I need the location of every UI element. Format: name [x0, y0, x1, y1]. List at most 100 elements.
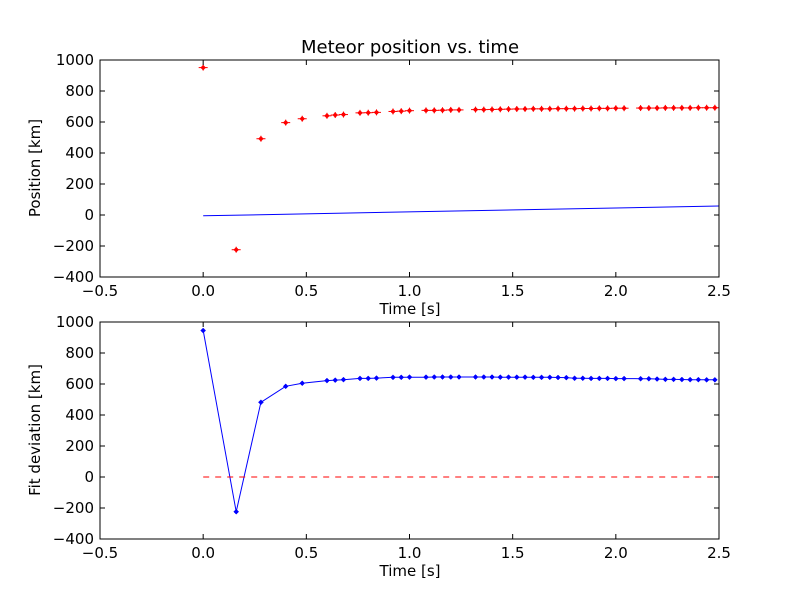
deviation-series-0-point [258, 399, 264, 406]
position-series-0-point [200, 64, 207, 71]
deviation-plot: −0.5 0.0 0.5 1.0 1.5 2.0 2.5 −400 −200 0 200 400 600… [26, 313, 731, 580]
position-series-0-point [472, 106, 479, 113]
position-series-0-point [579, 105, 586, 112]
deviation-x-tick-label: 0.5 [294, 544, 318, 562]
position-series-0-point [522, 106, 528, 112]
position-series-0-point [588, 105, 594, 112]
position-series-0-point [654, 105, 660, 111]
position-series-0-point [332, 112, 339, 118]
chart-title: Meteor position vs. time [301, 37, 519, 58]
position-series-0-point [612, 105, 619, 112]
deviation-series-0-point [596, 375, 603, 382]
deviation-series-0-point [497, 374, 504, 381]
deviation-series-0-point [670, 376, 677, 383]
position-series-0-point [357, 110, 363, 116]
position-series-0-point [439, 107, 446, 114]
deviation-y-axis-label: Fit deviation [km] [26, 364, 44, 496]
deviation-series-0-point [472, 374, 479, 380]
deviation-series-0-point [332, 377, 339, 383]
deviation-series-0-point [200, 327, 207, 334]
deviation-series-0-point [489, 374, 495, 380]
deviation-x-axis-label: Time [s] [379, 562, 441, 580]
position-series-0-point [538, 105, 545, 112]
deviation-y-tick-label: 200 [65, 437, 94, 455]
position-x-axis-label: Time [s] [379, 300, 441, 318]
deviation-series-0-point [662, 376, 669, 383]
deviation-series-0-point [612, 375, 619, 382]
deviation-series-0-point [604, 375, 611, 382]
deviation-series-0-point [431, 374, 438, 380]
position-series-0-point [621, 105, 627, 112]
position-x-tick-label: 2.5 [707, 282, 731, 300]
position-series-0-point [555, 105, 561, 112]
position-y-tick-label: 800 [65, 82, 94, 100]
position-series-0-point [679, 105, 685, 111]
deviation-x-tick-label: 1.0 [398, 544, 422, 562]
deviation-y-tick-label: 0 [84, 468, 94, 486]
deviation-series-0-point [282, 383, 289, 390]
position-series-0-point [456, 107, 462, 113]
deviation-series-0-point [357, 375, 363, 382]
deviation-series-0-point [398, 374, 405, 381]
position-x-tick-label: −0.5 [82, 282, 118, 300]
deviation-series-0-point [324, 377, 330, 384]
deviation-x-tick-label: −0.5 [82, 544, 118, 562]
position-series-0-point [497, 106, 504, 113]
deviation-series-0-point [480, 374, 487, 380]
position-plot-ticks: −0.5 0.0 0.5 1.0 1.5 2.0 2.5 −400 −200 0 200 400 600… [53, 51, 731, 300]
deviation-series-0-point [439, 374, 446, 380]
position-series-0-point [571, 105, 578, 112]
position-x-tick-label: 2.0 [604, 282, 628, 300]
deviation-series-0-point [340, 376, 347, 383]
deviation-x-tick-label: 2.0 [604, 544, 628, 562]
deviation-series-0-point [645, 375, 652, 382]
position-series-0-point [423, 107, 429, 114]
position-series-0-point [687, 105, 693, 111]
deviation-series-0-point [390, 374, 396, 381]
position-series-1-line [203, 205, 720, 217]
position-series-0-point [546, 105, 553, 112]
deviation-series-0-point [423, 374, 429, 381]
position-x-tick-label: 1.5 [501, 282, 525, 300]
deviation-x-tick-label: 1.5 [501, 544, 525, 562]
position-plot-marks [198, 64, 720, 253]
deviation-plot-marks [200, 327, 719, 515]
position-series-0-point [406, 107, 413, 114]
deviation-x-tick-label: 0.0 [191, 544, 215, 562]
position-series-0-point [390, 108, 396, 115]
deviation-series-0-point [703, 376, 710, 383]
deviation-series-0-point [679, 376, 685, 383]
deviation-y-tick-label: 600 [65, 375, 94, 393]
deviation-series-0-point [563, 374, 570, 381]
deviation-series-0-point [588, 375, 594, 382]
position-x-tick-label: 1.0 [398, 282, 422, 300]
position-y-tick-label: 1000 [56, 51, 94, 69]
deviation-series-0-point [621, 375, 627, 382]
position-series-0-point [563, 105, 570, 112]
deviation-series-0-point [637, 375, 644, 382]
position-series-0-point [398, 108, 405, 115]
position-series-0-point [373, 109, 380, 116]
deviation-y-tick-label: −400 [53, 530, 94, 548]
deviation-series-0-point [712, 376, 718, 383]
deviation-series-0-point [299, 380, 306, 387]
deviation-series-0-point [579, 375, 586, 382]
position-y-tick-label: 0 [84, 206, 94, 224]
position-series-0-point [480, 106, 487, 113]
position-x-tick-label: 0.0 [191, 282, 215, 300]
deviation-series-0-point [538, 374, 545, 381]
deviation-series-0-point [654, 376, 660, 382]
deviation-series-0-point [522, 374, 528, 381]
position-series-0-point [670, 105, 677, 111]
position-series-0-point [282, 119, 289, 126]
position-series-0-point [712, 104, 718, 111]
deviation-series-0-point [687, 376, 693, 383]
position-series-0-point [324, 112, 330, 119]
position-y-tick-label: −400 [53, 268, 94, 286]
deviation-series-0-point [695, 376, 702, 383]
deviation-x-tick-label: 2.5 [707, 544, 731, 562]
deviation-series-0-point [447, 374, 454, 380]
position-y-axis-label: Position [km] [26, 119, 44, 217]
